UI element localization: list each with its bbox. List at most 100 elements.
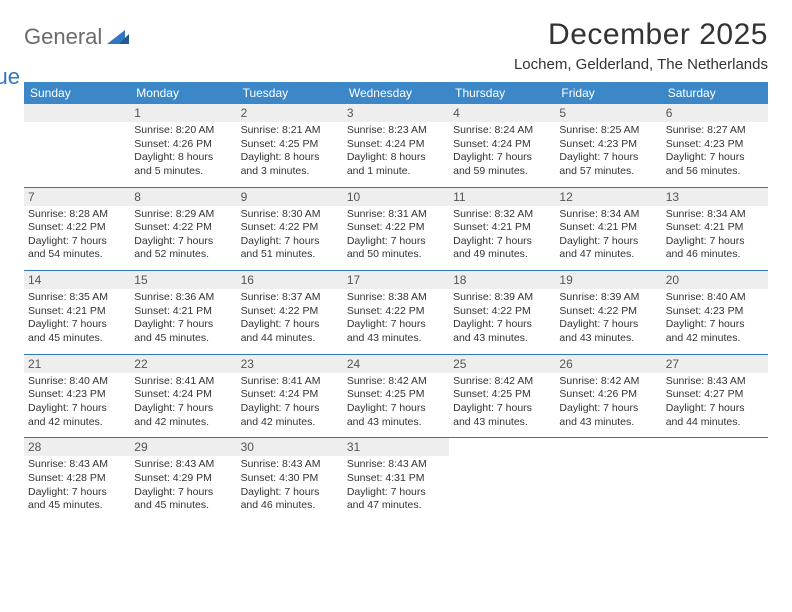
day-header: Thursday [449, 82, 555, 104]
day-number: 31 [343, 438, 449, 456]
empty-day [24, 104, 130, 122]
sunrise-text: Sunrise: 8:43 AM [241, 458, 339, 472]
month-title: December 2025 [514, 18, 768, 52]
calendar-day-cell: 13Sunrise: 8:34 AMSunset: 4:21 PMDayligh… [662, 187, 768, 271]
daylight-text: Daylight: 7 hours and 54 minutes. [28, 235, 126, 262]
calendar-day-cell: 25Sunrise: 8:42 AMSunset: 4:25 PMDayligh… [449, 354, 555, 438]
sunrise-text: Sunrise: 8:27 AM [666, 124, 764, 138]
day-header: Friday [555, 82, 661, 104]
sunrise-text: Sunrise: 8:35 AM [28, 291, 126, 305]
sunset-text: Sunset: 4:22 PM [134, 221, 232, 235]
sunrise-text: Sunrise: 8:40 AM [28, 375, 126, 389]
sunrise-text: Sunrise: 8:39 AM [559, 291, 657, 305]
sunset-text: Sunset: 4:22 PM [347, 305, 445, 319]
day-number: 28 [24, 438, 130, 456]
day-number: 29 [130, 438, 236, 456]
sunset-text: Sunset: 4:25 PM [453, 388, 551, 402]
day-number: 25 [449, 355, 555, 373]
sunset-text: Sunset: 4:21 PM [559, 221, 657, 235]
day-header: Saturday [662, 82, 768, 104]
sunset-text: Sunset: 4:24 PM [453, 138, 551, 152]
daylight-text: Daylight: 7 hours and 42 minutes. [134, 402, 232, 429]
calendar-day-cell: 7Sunrise: 8:28 AMSunset: 4:22 PMDaylight… [24, 187, 130, 271]
calendar-day-cell: 22Sunrise: 8:41 AMSunset: 4:24 PMDayligh… [130, 354, 236, 438]
sunset-text: Sunset: 4:25 PM [347, 388, 445, 402]
sunset-text: Sunset: 4:21 PM [134, 305, 232, 319]
daylight-text: Daylight: 8 hours and 3 minutes. [241, 151, 339, 178]
sunrise-text: Sunrise: 8:42 AM [347, 375, 445, 389]
sunrise-text: Sunrise: 8:41 AM [241, 375, 339, 389]
day-number: 4 [449, 104, 555, 122]
daylight-text: Daylight: 7 hours and 42 minutes. [241, 402, 339, 429]
sunrise-text: Sunrise: 8:29 AM [134, 208, 232, 222]
sunset-text: Sunset: 4:23 PM [666, 138, 764, 152]
calendar-day-cell: 6 Sunrise: 8:27 AMSunset: 4:23 PMDaylight… [662, 104, 768, 187]
daylight-text: Daylight: 7 hours and 42 minutes. [28, 402, 126, 429]
day-number: 18 [449, 271, 555, 289]
calendar-day-cell: 10Sunrise: 8:31 AMSunset: 4:22 PMDayligh… [343, 187, 449, 271]
sunrise-text: Sunrise: 8:43 AM [134, 458, 232, 472]
sunrise-text: Sunrise: 8:31 AM [347, 208, 445, 222]
sunrise-text: Sunrise: 8:39 AM [453, 291, 551, 305]
sunrise-text: Sunrise: 8:20 AM [134, 124, 232, 138]
calendar-day-cell: 12Sunrise: 8:34 AMSunset: 4:21 PMDayligh… [555, 187, 661, 271]
sunset-text: Sunset: 4:24 PM [347, 138, 445, 152]
sunset-text: Sunset: 4:21 PM [666, 221, 764, 235]
calendar-page: General Blue December 2025 Lochem, Gelde… [0, 0, 792, 539]
calendar-day-cell: 23 Sunrise: 8:41 AMSunset: 4:24 PMDayligh… [237, 354, 343, 438]
day-number: 2 [237, 104, 343, 122]
calendar-day-cell: 20Sunrise: 8:40 AMSunset: 4:23 PMDayligh… [662, 271, 768, 355]
day-number: 20 [662, 271, 768, 289]
daylight-text: Daylight: 7 hours and 45 minutes. [134, 486, 232, 513]
calendar-day-cell: 5Sunrise: 8:25 AMSunset: 4:23 PMDaylight… [555, 104, 661, 187]
day-number: 21 [24, 355, 130, 373]
daylight-text: Daylight: 7 hours and 43 minutes. [347, 318, 445, 345]
calendar-day-cell: 28Sunrise: 8:43 AMSunset: 4:28 PMDayligh… [24, 438, 130, 521]
sunrise-text: Sunrise: 8:38 AM [347, 291, 445, 305]
calendar-day-cell [555, 438, 661, 521]
day-number: 5 [555, 104, 661, 122]
calendar-day-cell [449, 438, 555, 521]
daylight-text: Daylight: 7 hours and 45 minutes. [28, 318, 126, 345]
sunset-text: Sunset: 4:22 PM [347, 221, 445, 235]
calendar-week-row: 1Sunrise: 8:20 AMSunset: 4:26 PMDaylight… [24, 104, 768, 187]
calendar-day-cell: 17 Sunrise: 8:38 AMSunset: 4:22 PMDayligh… [343, 271, 449, 355]
calendar-day-cell [24, 104, 130, 187]
day-number: 30 [237, 438, 343, 456]
sunrise-text: Sunrise: 8:41 AM [134, 375, 232, 389]
day-number: 7 [24, 188, 130, 206]
day-number: 27 [662, 355, 768, 373]
sunset-text: Sunset: 4:24 PM [241, 388, 339, 402]
daylight-text: Daylight: 7 hours and 45 minutes. [28, 486, 126, 513]
day-header: Monday [130, 82, 236, 104]
logo-text-general: General [24, 24, 102, 49]
sunrise-text: Sunrise: 8:36 AM [134, 291, 232, 305]
sunset-text: Sunset: 4:25 PM [241, 138, 339, 152]
daylight-text: Daylight: 7 hours and 50 minutes. [347, 235, 445, 262]
sunrise-text: Sunrise: 8:25 AM [559, 124, 657, 138]
calendar-day-cell: 30Sunrise: 8:43 AMSunset: 4:30 PMDayligh… [237, 438, 343, 521]
day-number: 14 [24, 271, 130, 289]
calendar-day-cell: 21Sunrise: 8:40 AMSunset: 4:23 PMDayligh… [24, 354, 130, 438]
daylight-text: Daylight: 7 hours and 56 minutes. [666, 151, 764, 178]
daylight-text: Daylight: 7 hours and 52 minutes. [134, 235, 232, 262]
day-number: 23 [237, 355, 343, 373]
calendar-day-cell: 1Sunrise: 8:20 AMSunset: 4:26 PMDaylight… [130, 104, 236, 187]
calendar-day-cell: 3Sunrise: 8:23 AMSunset: 4:24 PMDaylight… [343, 104, 449, 187]
sunset-text: Sunset: 4:27 PM [666, 388, 764, 402]
daylight-text: Daylight: 7 hours and 49 minutes. [453, 235, 551, 262]
day-number: 17 [343, 271, 449, 289]
sunset-text: Sunset: 4:21 PM [28, 305, 126, 319]
calendar-day-cell: 27Sunrise: 8:43 AMSunset: 4:27 PMDayligh… [662, 354, 768, 438]
calendar-week-row: 21Sunrise: 8:40 AMSunset: 4:23 PMDayligh… [24, 354, 768, 438]
daylight-text: Daylight: 7 hours and 46 minutes. [666, 235, 764, 262]
header: General Blue December 2025 Lochem, Gelde… [24, 18, 768, 76]
day-number: 15 [130, 271, 236, 289]
calendar-day-cell: 14 Sunrise: 8:35 AMSunset: 4:21 PMDayligh… [24, 271, 130, 355]
sunset-text: Sunset: 4:23 PM [559, 138, 657, 152]
title-block: December 2025 Lochem, Gelderland, The Ne… [514, 18, 768, 73]
day-number: 6 [662, 104, 768, 122]
calendar-week-row: 7Sunrise: 8:28 AMSunset: 4:22 PMDaylight… [24, 187, 768, 271]
sunset-text: Sunset: 4:31 PM [347, 472, 445, 486]
daylight-text: Daylight: 7 hours and 51 minutes. [241, 235, 339, 262]
